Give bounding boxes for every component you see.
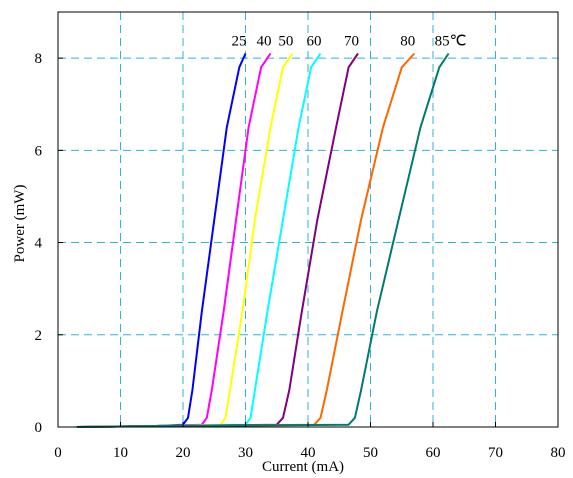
x-tick-label: 0 xyxy=(54,445,62,461)
series-line-50 xyxy=(76,52,294,428)
series-line-70 xyxy=(76,52,359,428)
series-label: 40 xyxy=(257,34,272,50)
y-tick-label: 4 xyxy=(35,236,43,252)
series-labels: 25 40 50 60 70 80 85℃ xyxy=(232,34,467,50)
series-label: 50 xyxy=(278,34,293,50)
series-line-60 xyxy=(76,52,322,428)
x-tick-label: 50 xyxy=(363,445,378,461)
series-line-85 xyxy=(76,52,450,428)
y-tick-label: 2 xyxy=(35,328,43,344)
series-line-40 xyxy=(76,52,272,428)
y-axis-title: Power (mW) xyxy=(12,185,28,263)
x-axis-title: Current (mA) xyxy=(262,459,344,475)
x-tick-label: 40 xyxy=(301,445,316,461)
grid xyxy=(58,12,558,427)
axis-ticks: 0 10 20 30 40 50 60 70 80 0 2 4 6 8 xyxy=(35,51,566,461)
x-tick-label: 20 xyxy=(176,445,191,461)
series-label: 70 xyxy=(344,34,359,50)
y-tick-label: 8 xyxy=(35,51,43,67)
y-tick-label: 0 xyxy=(35,420,43,436)
x-tick-label: 30 xyxy=(238,445,253,461)
series-label: 25 xyxy=(232,34,247,50)
x-tick-label: 70 xyxy=(488,445,503,461)
series-lines xyxy=(76,52,450,428)
series-label: 60 xyxy=(307,34,322,50)
x-tick-label: 80 xyxy=(551,445,566,461)
y-tick-label: 6 xyxy=(35,143,43,159)
x-tick-label: 60 xyxy=(426,445,441,461)
series-label: 80 xyxy=(400,34,415,50)
series-label: 85℃ xyxy=(435,34,467,50)
series-line-25 xyxy=(76,53,247,428)
x-tick-label: 10 xyxy=(113,445,128,461)
